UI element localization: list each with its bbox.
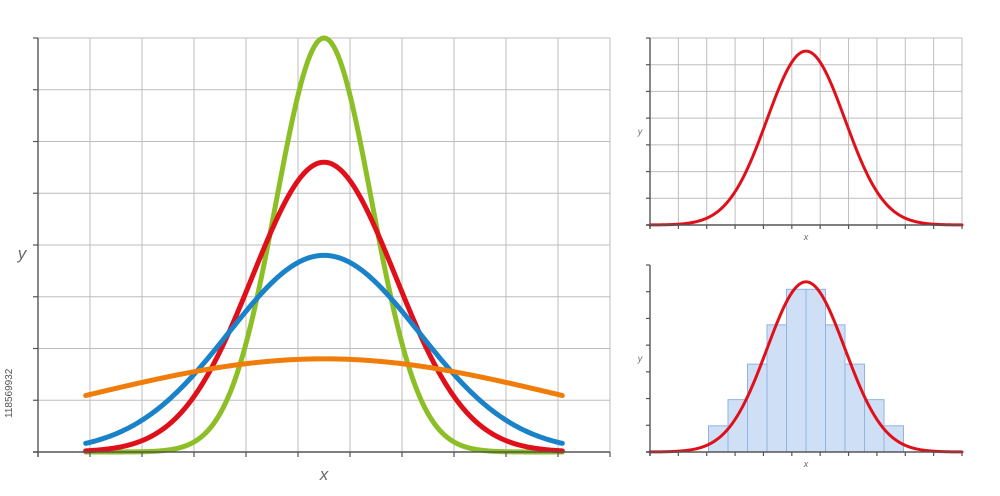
bottom-bars	[708, 288, 904, 453]
main-grid	[37, 37, 611, 453]
top-x-label: x	[803, 232, 809, 242]
main-curve-2	[83, 159, 565, 454]
side-id-text: 118569932	[4, 368, 15, 418]
bottom-y-label: y	[637, 354, 643, 364]
bottom-right-chart: xy	[637, 264, 964, 469]
main-y-label: y	[17, 244, 28, 263]
top-grid	[649, 37, 963, 226]
main-curve-4	[83, 356, 565, 398]
main-chart: xy	[17, 35, 611, 484]
top-curve-1	[648, 49, 964, 227]
top-right-chart: xy	[637, 37, 964, 242]
main-x-label: x	[319, 465, 329, 484]
bottom-x-label: x	[803, 459, 809, 469]
main-curve-3	[83, 252, 565, 446]
bottom-curve-1	[648, 280, 964, 454]
bottom-bar	[786, 288, 807, 453]
top-y-label: y	[637, 127, 643, 137]
bottom-bar	[805, 288, 826, 453]
main-curve-1	[83, 35, 565, 455]
